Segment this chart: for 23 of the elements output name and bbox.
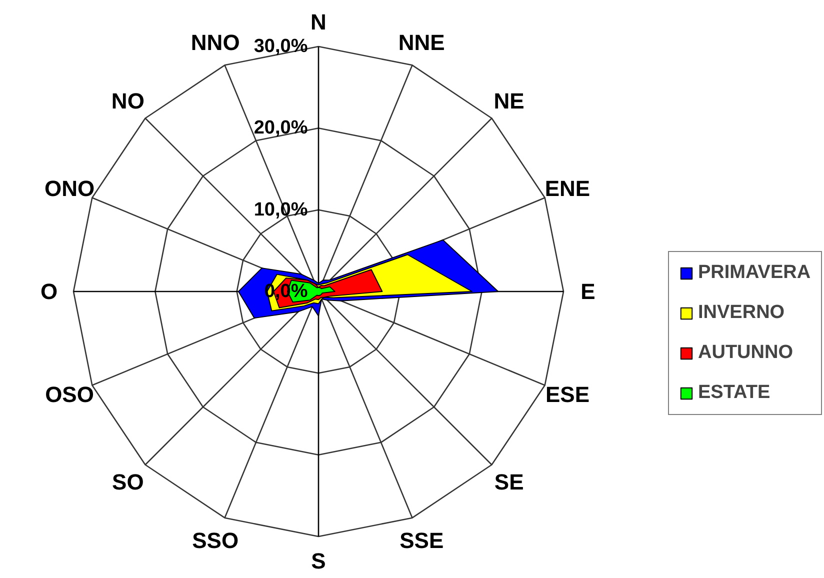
spoke-label: SSO — [192, 528, 239, 553]
legend-label: AUTUNNO — [698, 342, 793, 364]
spoke-label: NNE — [398, 30, 445, 56]
legend-label: PRIMAVERA — [698, 262, 811, 284]
legend-label: ESTATE — [698, 382, 770, 404]
spoke-label: NNO — [190, 30, 240, 56]
spoke-label: SO — [112, 470, 144, 495]
y-tick-label: 30,0% — [254, 36, 308, 57]
y-tick-label: 20,0% — [254, 118, 308, 139]
spoke-label: NO — [111, 88, 144, 114]
spoke-label: ESE — [545, 382, 590, 408]
spoke-label: OSO — [45, 382, 94, 408]
spoke-label: NE — [494, 88, 524, 114]
spoke-label: S — [311, 548, 326, 574]
y-tick-label: 0,0% — [264, 281, 308, 302]
legend-label: INVERNO — [698, 302, 785, 324]
spoke-label: SE — [494, 470, 524, 495]
spoke-label: E — [580, 279, 596, 304]
spoke-label: N — [310, 10, 326, 34]
spoke-label: SSE — [400, 528, 444, 553]
spoke-label: O — [40, 279, 58, 304]
spoke-label: ENE — [544, 176, 590, 201]
spoke-label: ONO — [44, 176, 95, 201]
